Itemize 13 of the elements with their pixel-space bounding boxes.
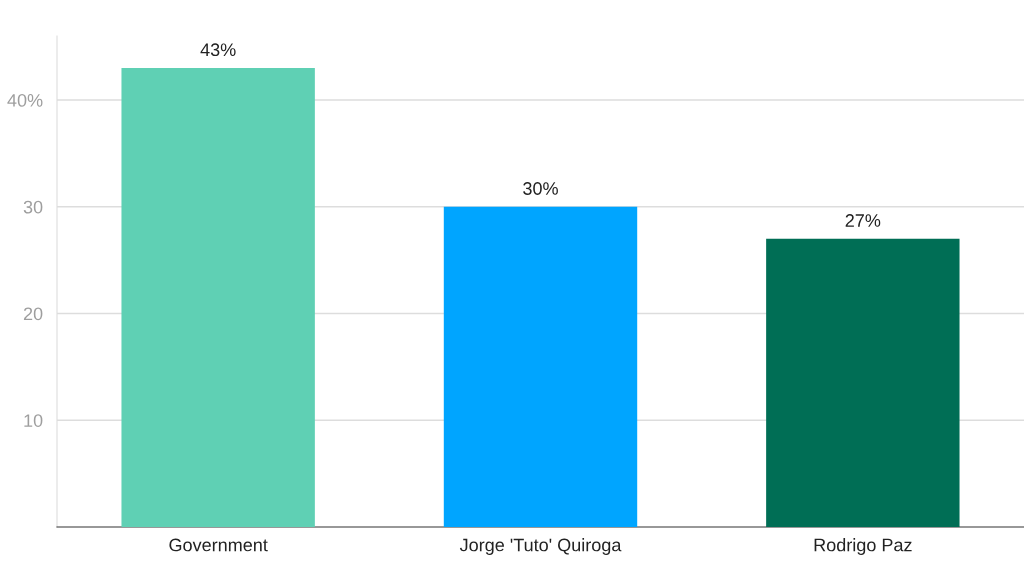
bar	[121, 68, 315, 527]
x-tick-label: Government	[169, 538, 268, 552]
y-tick-label: 20	[23, 307, 43, 321]
x-tick-label: Rodrigo Paz	[814, 538, 912, 555]
data-label: 27%	[845, 214, 881, 227]
bar	[443, 206, 638, 527]
y-tick-label: 30	[23, 200, 43, 214]
y-tick-label: 10	[24, 414, 43, 427]
x-tick-label: Jorge 'Tuto' Quiroga	[459, 538, 622, 555]
y-tick-label: 40%	[7, 93, 43, 107]
data-label: 43%	[200, 43, 236, 57]
data-label: 30%	[523, 182, 558, 195]
bar	[766, 238, 960, 527]
